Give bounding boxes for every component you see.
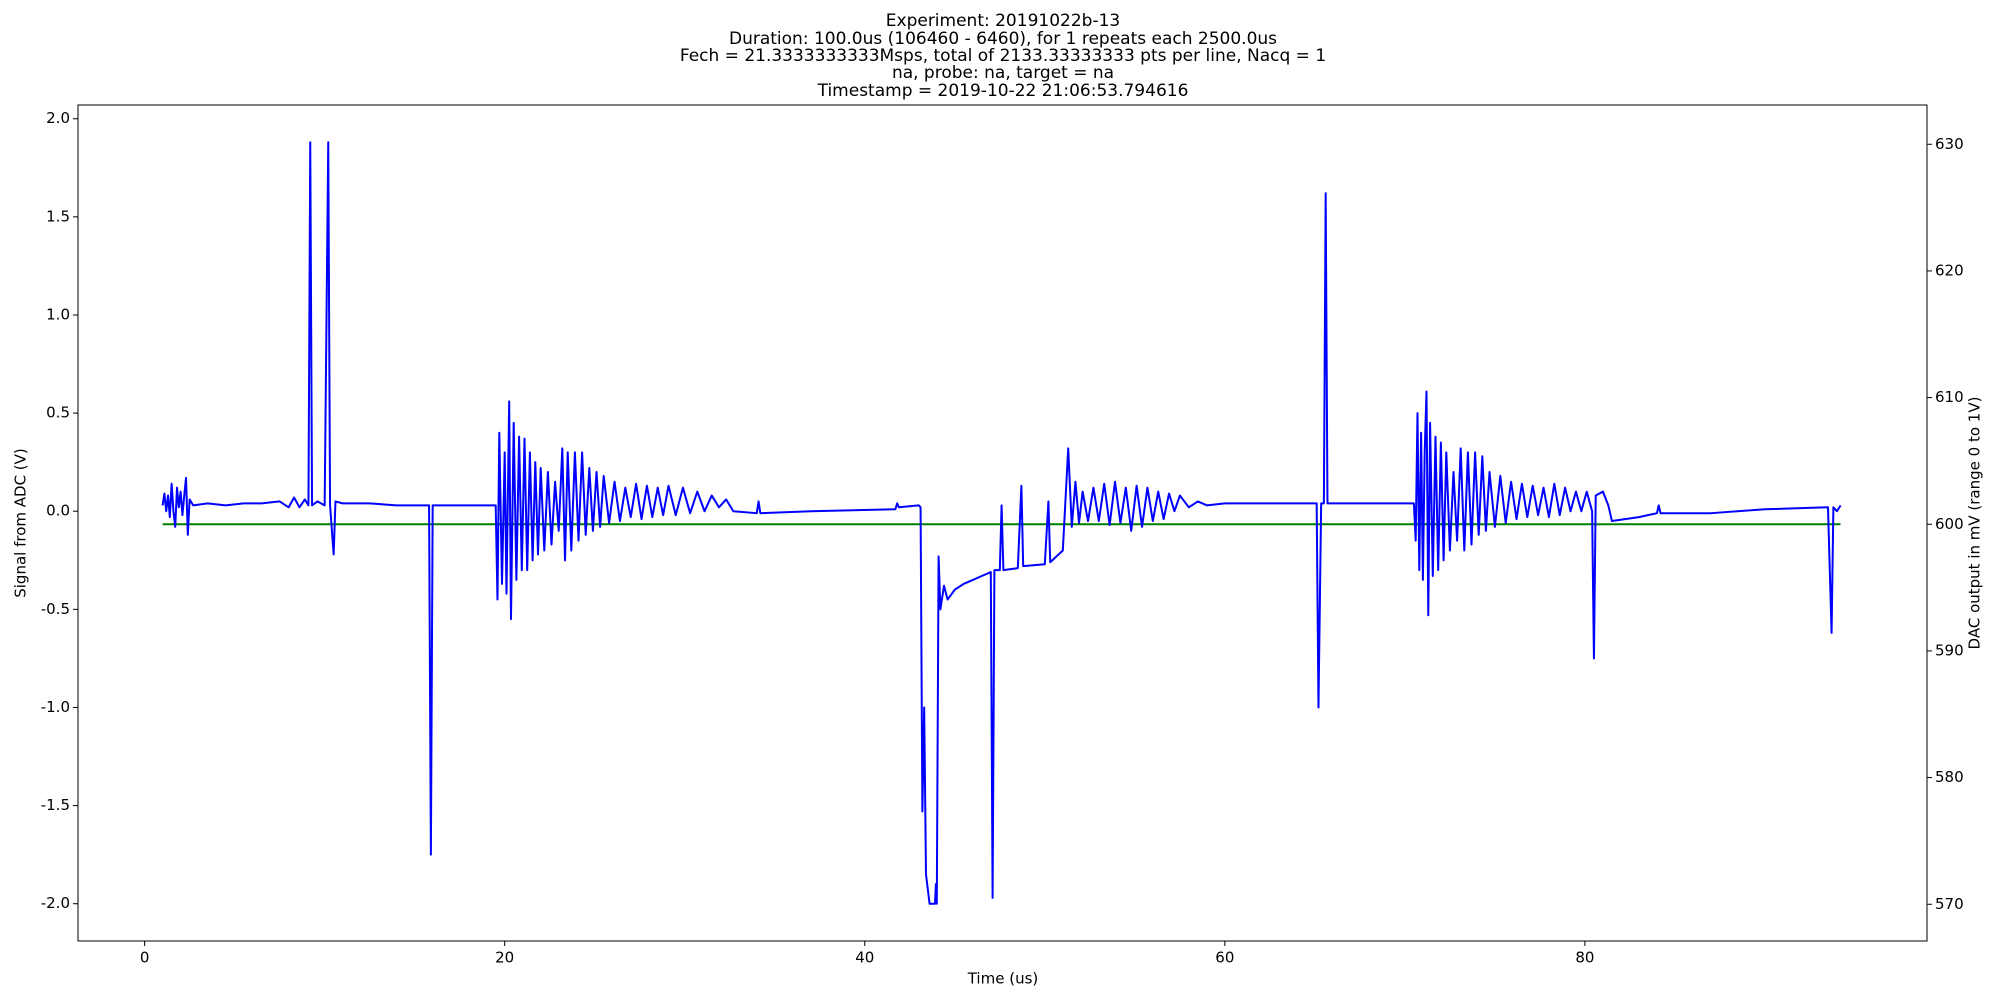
y-tick-label: -0.5 <box>41 600 70 618</box>
y-tick-label: 0.5 <box>46 404 70 422</box>
data-line <box>161 141 1842 905</box>
x-tick-label: 80 <box>1575 949 1594 967</box>
y-tick-label: 0.0 <box>46 502 70 520</box>
chart-title: Timestamp = 2019-10-22 21:06:53.794616 <box>817 81 1189 101</box>
y-tick-label: 1.5 <box>46 207 70 225</box>
y2-tick-label: 630 <box>1935 135 1964 153</box>
x-tick-label: 60 <box>1215 949 1234 967</box>
y2-tick-label: 590 <box>1935 641 1964 659</box>
chart-title: na, probe: na, target = na <box>892 63 1114 83</box>
x-axis-label: Time (us) <box>967 970 1039 988</box>
x-tick-label: 20 <box>495 949 514 967</box>
y-tick-label: 1.0 <box>46 305 70 323</box>
x-tick-label: 0 <box>140 949 150 967</box>
y2-tick-label: 600 <box>1935 515 1964 533</box>
y2-tick-label: 580 <box>1935 768 1964 786</box>
y-tick-label: -2.0 <box>41 894 70 912</box>
y2-tick-label: 620 <box>1935 261 1964 279</box>
y2-tick-label: 570 <box>1935 895 1964 913</box>
plot-frame <box>77 104 1928 942</box>
y2-tick-label: 610 <box>1935 388 1964 406</box>
y-axis-label: Signal from ADC (V) <box>12 448 30 598</box>
chart-title: Duration: 100.0us (106460 - 6460), for 1… <box>729 29 1277 49</box>
chart-title: Experiment: 20191022b-13 <box>886 11 1120 31</box>
chart-title: Fech = 21.3333333333Msps, total of 2133.… <box>680 46 1326 66</box>
y-tick-label: 2.0 <box>46 109 70 127</box>
y-tick-label: -1.5 <box>41 796 70 814</box>
y2-axis-label: DAC output in mV (range 0 to 1V) <box>1966 397 1984 650</box>
y-tick-label: -1.0 <box>41 698 70 716</box>
x-tick-label: 40 <box>855 949 874 967</box>
